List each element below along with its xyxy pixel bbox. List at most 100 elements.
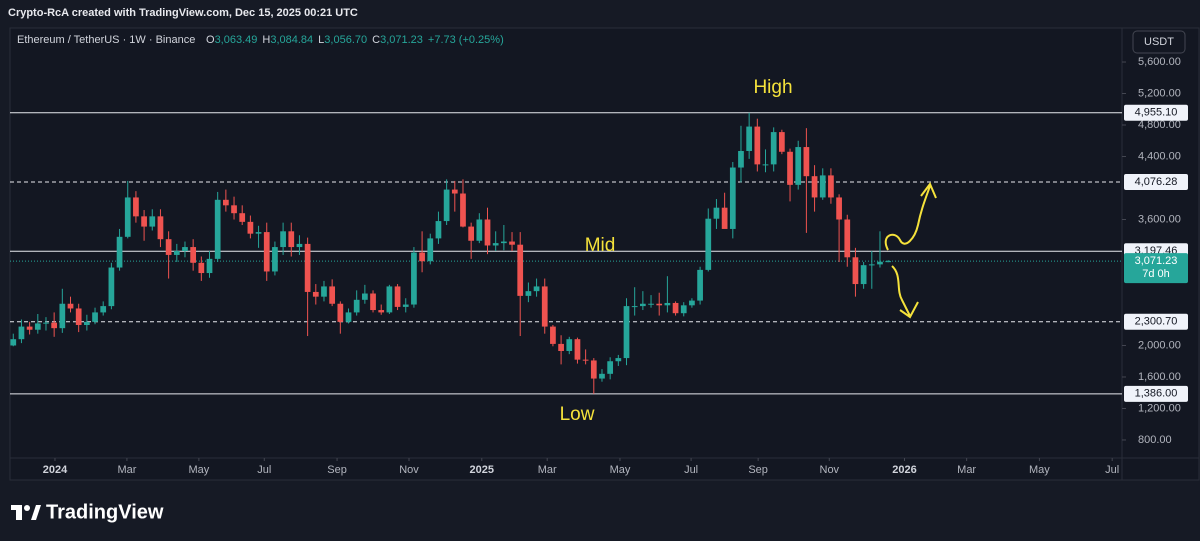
ohlc-letter: L bbox=[318, 34, 324, 46]
annotation: Mid bbox=[585, 235, 616, 256]
last-price-box bbox=[1124, 253, 1188, 284]
candle-body bbox=[190, 247, 197, 263]
symbol: Ethereum / TetherUS · 1W · Binance bbox=[17, 34, 195, 46]
candle-body bbox=[370, 293, 376, 311]
candle-body bbox=[868, 264, 875, 266]
y-tick-label: 1,600.00 bbox=[1138, 371, 1181, 383]
x-tick-label: Mar bbox=[957, 464, 976, 476]
ohlc-value: 3,063.49 bbox=[215, 34, 258, 46]
candle-body bbox=[738, 150, 744, 168]
candle-body bbox=[247, 221, 254, 234]
annotation: Low bbox=[560, 404, 595, 425]
candle-body bbox=[574, 339, 581, 360]
y-tick-label: 2,000.00 bbox=[1138, 339, 1181, 351]
candle-body bbox=[92, 312, 98, 322]
candle-body bbox=[83, 321, 90, 326]
candle-body bbox=[100, 306, 107, 313]
y-tick-label: 5,200.00 bbox=[1138, 87, 1181, 99]
candle-body bbox=[239, 213, 246, 222]
candle-body bbox=[885, 261, 892, 263]
candle-body bbox=[198, 262, 205, 274]
candle-body bbox=[631, 306, 638, 308]
candle-body bbox=[296, 243, 303, 248]
logo: TradingView bbox=[46, 501, 164, 523]
candle-body bbox=[26, 326, 33, 330]
x-tick-label: Nov bbox=[820, 464, 840, 476]
level-label-box bbox=[1124, 313, 1188, 330]
candle-body bbox=[778, 132, 785, 152]
candle-body bbox=[795, 147, 802, 185]
candle-body bbox=[288, 231, 295, 248]
y-tick-label: 4,800.00 bbox=[1138, 119, 1181, 131]
x-tick-label: Mar bbox=[538, 464, 557, 476]
candle-body bbox=[443, 189, 450, 222]
candle-body bbox=[672, 302, 679, 314]
level-label-box bbox=[1124, 385, 1188, 402]
ohlc-letter: O bbox=[206, 34, 215, 46]
candle-body bbox=[713, 207, 720, 219]
x-tick-label: May bbox=[1029, 464, 1050, 476]
x-tick-label: Nov bbox=[399, 464, 419, 476]
candle-body bbox=[402, 304, 409, 307]
candle-body bbox=[517, 244, 524, 296]
level-label: 4,076.28 bbox=[1135, 176, 1178, 188]
x-tick-label: Jul bbox=[1105, 464, 1119, 476]
candle-body bbox=[541, 286, 548, 327]
candle-body bbox=[721, 207, 728, 229]
level-label-box bbox=[1124, 173, 1188, 190]
chart-frame bbox=[9, 27, 1200, 481]
candle-body bbox=[558, 343, 564, 351]
candle-body bbox=[705, 218, 712, 270]
candle-body bbox=[214, 199, 221, 259]
candle-body bbox=[149, 216, 156, 227]
candle-body bbox=[435, 221, 442, 239]
candle-body bbox=[124, 197, 131, 237]
x-tick-label: 2025 bbox=[470, 464, 494, 476]
ohlc-change: +7.73 (+0.25%) bbox=[428, 34, 504, 46]
currency-button[interactable] bbox=[1132, 30, 1186, 54]
candle-body bbox=[59, 303, 66, 329]
candle-body bbox=[133, 197, 139, 217]
candle-body bbox=[312, 291, 319, 297]
candle-body bbox=[729, 167, 736, 229]
ohlc-letter: H bbox=[262, 34, 270, 46]
x-tick-label: Mar bbox=[117, 464, 136, 476]
candle-body bbox=[550, 326, 556, 344]
candle-body bbox=[689, 300, 695, 306]
candle-body bbox=[492, 243, 499, 246]
candle-body bbox=[639, 303, 646, 307]
annotation: High bbox=[753, 77, 792, 98]
level-label: 2,300.70 bbox=[1135, 316, 1178, 328]
candle-body bbox=[607, 361, 614, 374]
ohlc-letter: C bbox=[372, 34, 380, 46]
candle-body bbox=[51, 322, 58, 329]
candle-body bbox=[255, 232, 262, 234]
candle-body bbox=[337, 303, 344, 322]
ohlc-value: 3,071.23 bbox=[380, 34, 423, 46]
candle-body bbox=[304, 243, 311, 292]
candle-body bbox=[525, 291, 532, 296]
candle-body bbox=[108, 267, 115, 307]
candle-body bbox=[157, 216, 164, 240]
candle-body bbox=[582, 359, 589, 361]
candle-body bbox=[386, 286, 393, 313]
candle-body bbox=[345, 312, 352, 322]
x-tick-label: 2024 bbox=[43, 464, 68, 476]
candle-body bbox=[165, 239, 172, 255]
x-tick-label: May bbox=[610, 464, 631, 476]
candle-body bbox=[411, 252, 417, 305]
level-label: 1,386.00 bbox=[1135, 388, 1178, 400]
candle-body bbox=[263, 232, 270, 272]
level-label-box bbox=[1124, 104, 1188, 121]
candle-body bbox=[476, 219, 483, 241]
credit: Crypto-RcA created with TradingView.com,… bbox=[8, 7, 358, 19]
candle-body bbox=[836, 197, 842, 220]
candle-body bbox=[590, 360, 597, 379]
candle-body bbox=[451, 189, 458, 194]
y-tick-label: 1,200.00 bbox=[1138, 402, 1181, 414]
candle-body bbox=[533, 286, 540, 292]
candle-body bbox=[394, 286, 401, 307]
candle-body bbox=[844, 219, 851, 258]
candle-body bbox=[419, 252, 425, 262]
